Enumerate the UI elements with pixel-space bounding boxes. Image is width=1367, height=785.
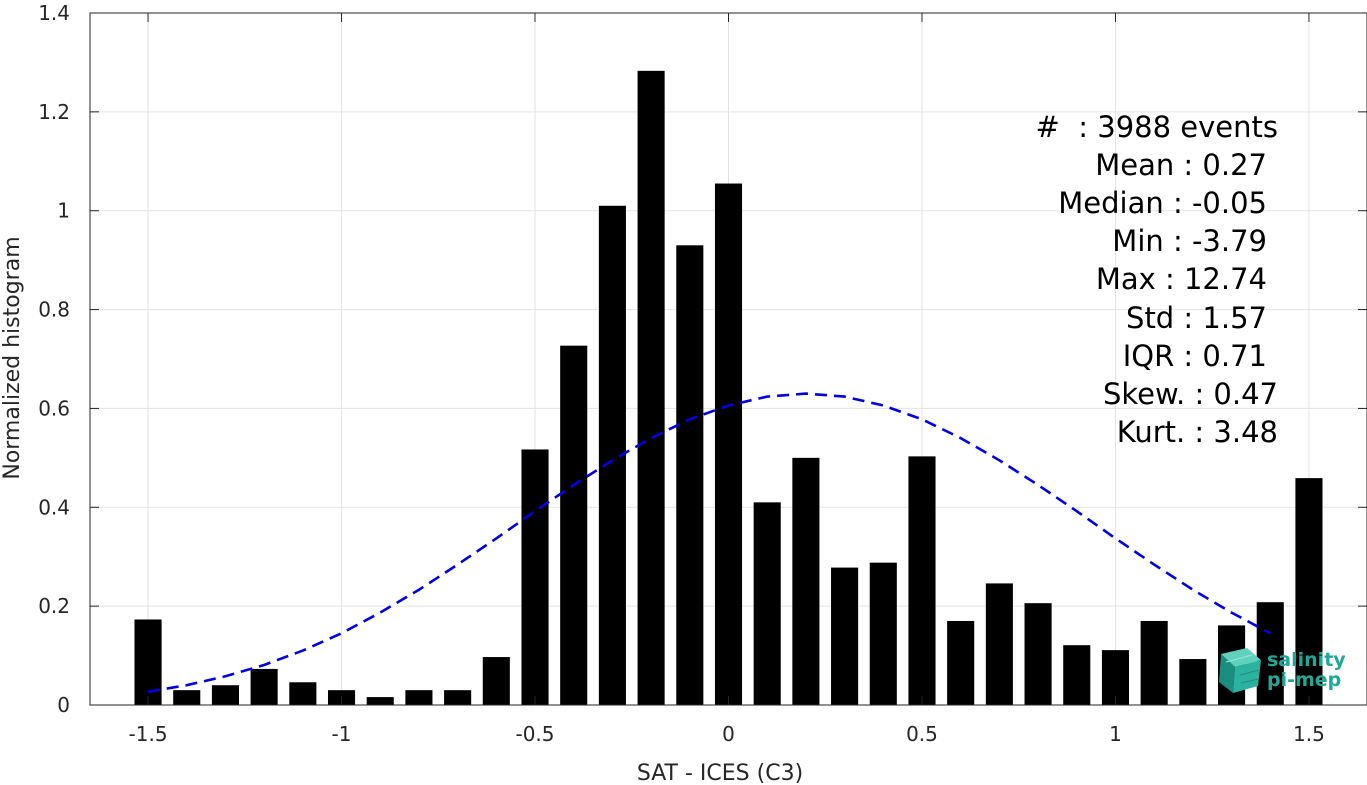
stats-kurt: Kurt. : 3.48 [1117, 415, 1278, 449]
stats-mean: Mean : 0.27 [1095, 148, 1267, 182]
histogram-bar [173, 690, 201, 705]
histogram-bar [947, 620, 975, 705]
y-tick-labels: 0 0.2 0.4 0.6 0.8 1 1.2 1.4 [38, 1, 70, 717]
stats-min: Min : -3.79 [1112, 224, 1267, 258]
stats-median: Median : -0.05 [1058, 186, 1267, 220]
y-tick-label: 1.4 [38, 1, 70, 25]
histogram-bar [1024, 603, 1052, 705]
histogram-bar [521, 449, 549, 705]
x-tick-label: -0.5 [515, 722, 554, 746]
x-axis-label: SAT - ICES (C3) [637, 761, 803, 785]
x-tick-labels: -1.5 -1 -0.5 0 0.5 1 1.5 [129, 722, 1325, 746]
axis-ticks [90, 12, 1367, 706]
histogram-bar [714, 183, 743, 705]
y-tick-label: 1.2 [38, 100, 70, 124]
x-tick-label: 1 [1109, 722, 1122, 746]
stats-skew: Skew. : 0.47 [1103, 377, 1278, 411]
histogram-bar [250, 668, 278, 705]
cube-logo-icon [1219, 648, 1261, 693]
y-tick-label: 0.6 [38, 396, 70, 420]
x-tick-label: -1 [332, 722, 352, 746]
histogram-bar [482, 657, 510, 705]
y-tick-label: 1 [57, 199, 70, 223]
y-tick-label: 0.8 [38, 298, 70, 322]
histogram-bar [1101, 650, 1130, 705]
histogram-bars [134, 70, 1323, 706]
histogram-bar [1063, 645, 1091, 705]
histogram-bar [405, 690, 433, 705]
gaussian-fit-curve [147, 392, 1271, 693]
histogram-bar [560, 345, 588, 705]
x-tick-label: 1.5 [1293, 722, 1325, 746]
x-tick-label: 0 [722, 722, 735, 746]
histogram-bar [134, 619, 162, 705]
stats-std: Std : 1.57 [1126, 301, 1267, 335]
stats-max: Max : 12.74 [1096, 262, 1267, 296]
histogram-bar [676, 245, 704, 706]
histogram-bar [753, 502, 781, 705]
histogram-bar [1179, 659, 1207, 705]
histogram-bar [1140, 620, 1168, 705]
histogram-bar [869, 562, 897, 705]
histogram-bar [637, 70, 665, 706]
histogram-bar [792, 457, 820, 705]
logo-text-salinity: salinity [1267, 649, 1346, 671]
histogram-bar [289, 682, 317, 705]
histogram-bar [1256, 602, 1284, 705]
stats-box: # : 3988 events Mean : 0.27 Median : -0.… [1036, 110, 1278, 449]
histogram-bar [366, 697, 394, 705]
stats-events: # : 3988 events [1036, 110, 1278, 144]
histogram-bar [831, 567, 859, 705]
y-tick-label: 0.2 [38, 594, 70, 618]
logo-text-pimep: pi-mep [1267, 669, 1341, 691]
histogram-bar [1295, 478, 1323, 705]
histogram-bar [985, 583, 1013, 705]
salinity-pimep-logo: salinity pi-mep [1219, 648, 1346, 693]
y-tick-label: 0 [57, 693, 70, 717]
y-axis-label: Normalized histogram [0, 236, 25, 479]
x-tick-label: -1.5 [129, 722, 168, 746]
y-tick-label: 0.4 [38, 495, 70, 519]
histogram-bar [211, 685, 239, 705]
x-tick-label: 0.5 [906, 722, 938, 746]
histogram-bar [444, 690, 472, 705]
stats-iqr: IQR : 0.71 [1123, 339, 1267, 373]
histogram-bar [908, 456, 936, 705]
